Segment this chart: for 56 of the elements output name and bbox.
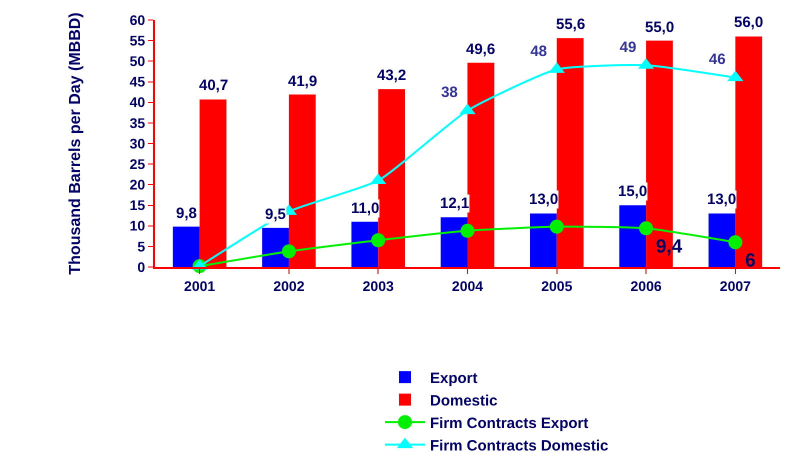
legend-label: Firm Contracts Domestic xyxy=(430,437,608,454)
data-label: 55,6 xyxy=(556,16,586,33)
x-tick-label: 2004 xyxy=(452,278,484,294)
data-label: 40,7 xyxy=(199,77,228,94)
legend-label: Domestic xyxy=(430,392,498,410)
data-label: 15,0 xyxy=(618,183,648,200)
data-label: 13,0 xyxy=(529,191,558,208)
x-tick-label: 2003 xyxy=(362,278,394,294)
y-tick-label: 30 xyxy=(130,135,146,152)
x-tick-label: 2001 xyxy=(184,278,216,294)
data-label: 48 xyxy=(530,42,548,60)
data-label: 56,0 xyxy=(734,14,764,31)
y-tick-label: 5 xyxy=(137,238,146,254)
y-tick-label: 40 xyxy=(130,94,146,110)
data-label: 41,9 xyxy=(288,73,318,90)
y-tick-label: 45 xyxy=(130,74,146,90)
data-label: 6 xyxy=(745,250,756,272)
y-axis-title: Thousand Barrels per Day (MBBD) xyxy=(67,12,84,275)
x-tick-label: 2002 xyxy=(273,278,305,294)
y-tick-label: 15 xyxy=(130,197,146,214)
y-tick-label: 50 xyxy=(130,53,146,70)
point xyxy=(460,224,474,238)
x-tick-label: 2007 xyxy=(720,278,752,294)
y-tick-label: 60 xyxy=(130,12,146,28)
y-tick-label: 55 xyxy=(130,32,146,48)
bar xyxy=(351,222,378,267)
y-tick-label: 25 xyxy=(130,156,146,172)
data-label: 49 xyxy=(620,38,636,56)
bar xyxy=(619,205,646,267)
legend-label: Export xyxy=(430,370,478,387)
data-label: 11,0 xyxy=(351,200,380,217)
data-label: 55,0 xyxy=(645,19,674,36)
data-label: 9,5 xyxy=(265,206,286,223)
y-tick-label: 20 xyxy=(130,176,146,193)
data-label: 38 xyxy=(441,84,458,102)
point xyxy=(550,220,564,234)
y-tick-label: 0 xyxy=(137,258,146,275)
point xyxy=(639,221,654,236)
data-label: 46 xyxy=(708,51,726,68)
point xyxy=(371,233,386,248)
point xyxy=(282,244,296,258)
point xyxy=(728,235,742,250)
bar xyxy=(708,213,736,267)
data-label: 9,8 xyxy=(176,205,197,222)
bar xyxy=(172,226,200,267)
data-label: 49,6 xyxy=(466,41,496,58)
legend-label: Firm Contracts Export xyxy=(430,414,588,432)
data-label: 13,0 xyxy=(707,191,736,208)
data-label: 43,2 xyxy=(377,67,406,84)
bar xyxy=(440,217,468,267)
y-tick-label: 35 xyxy=(130,114,146,131)
y-tick-label: 10 xyxy=(130,218,146,234)
data-label: 12,1 xyxy=(440,195,470,212)
x-tick-label: 2006 xyxy=(630,278,662,294)
bar xyxy=(530,213,557,267)
x-tick-label: 2005 xyxy=(541,278,573,294)
